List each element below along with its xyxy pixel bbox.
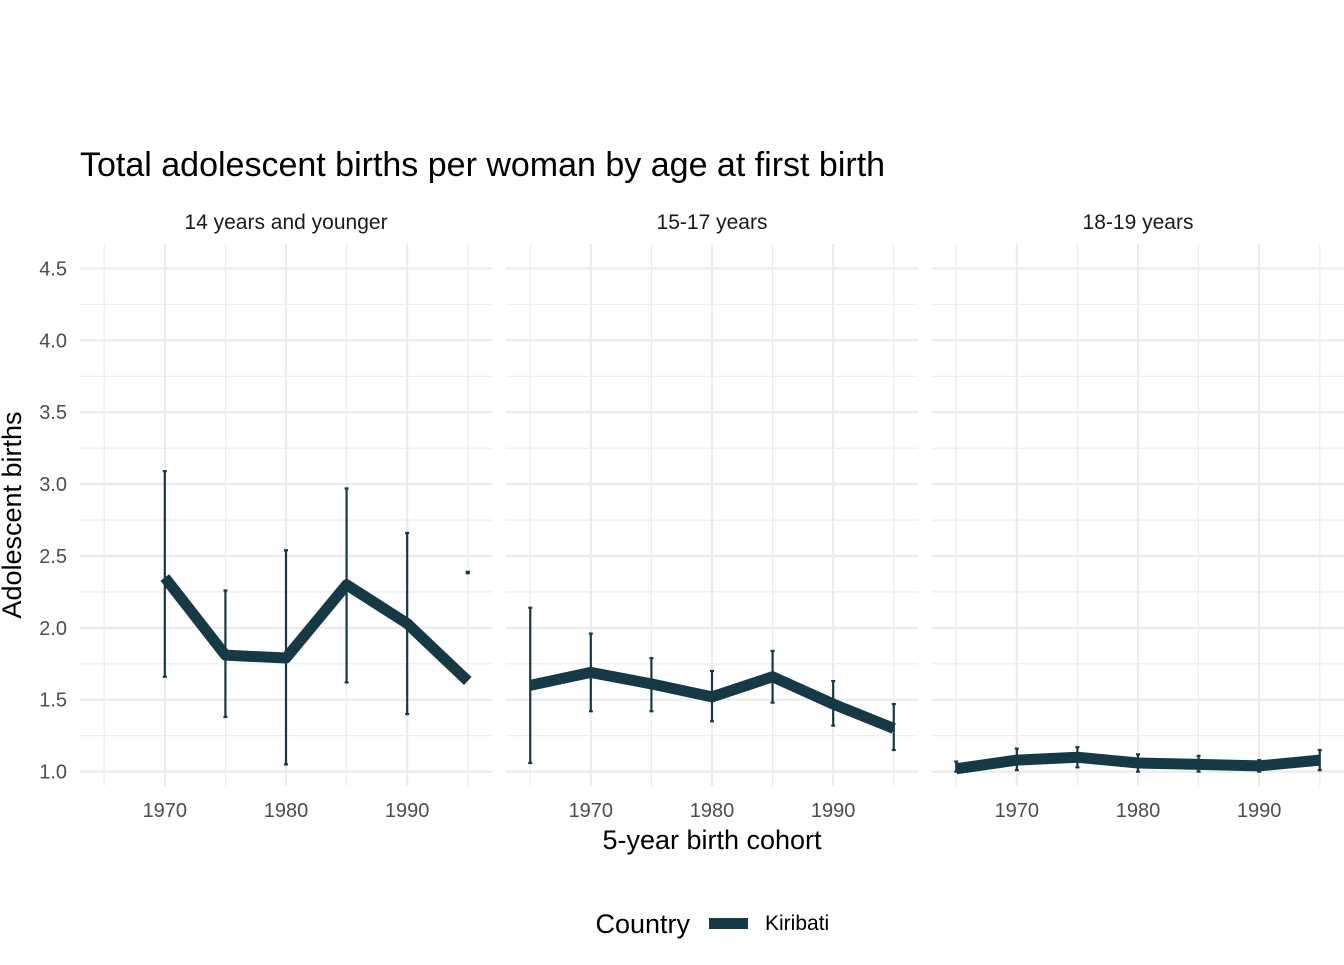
x-tick-label: 1990 — [1237, 800, 1282, 822]
panel-3: 18-19 years 1970 1980 1990 — [932, 211, 1344, 822]
x-tick-label: 1980 — [264, 800, 309, 822]
x-axis-title: 5-year birth cohort — [602, 825, 822, 855]
panels: 14 years and younger 1970 1980 1990 1.0 1.5 2.… — [39, 211, 1344, 822]
x-tick-label: 1990 — [385, 800, 430, 822]
legend: Country Kiribati — [595, 909, 829, 939]
y-tick-label: 4.0 — [39, 330, 67, 352]
x-tick-label: 1980 — [1116, 800, 1161, 822]
y-tick-label: 3.5 — [39, 402, 67, 424]
x-tick-label: 1970 — [569, 800, 614, 822]
y-tick-label: 4.5 — [39, 258, 67, 280]
series-line-kiribati — [160, 574, 472, 686]
x-tick-label: 1970 — [143, 800, 188, 822]
series-line-kiribati — [955, 751, 1321, 775]
x-tick-label: 1980 — [690, 800, 735, 822]
legend-title: Country — [595, 909, 690, 939]
y-tick-label: 1.5 — [39, 690, 67, 712]
x-tick-label: 1970 — [995, 800, 1040, 822]
series-line-kiribati — [529, 666, 896, 734]
x-tick-label: 1990 — [811, 800, 856, 822]
strip-label: 18-19 years — [1083, 211, 1194, 234]
panel-2: 15-17 years 1970 1980 1990 — [506, 211, 918, 822]
y-tick-label: 2.0 — [39, 618, 67, 640]
y-axis-title: Adolescent births — [0, 411, 27, 618]
legend-label-kiribati: Kiribati — [765, 912, 829, 935]
y-tick-label: 1.0 — [39, 762, 67, 784]
panel-grid — [932, 244, 1344, 786]
panel-1: 14 years and younger 1970 1980 1990 1.0 1.5 2.… — [39, 211, 492, 822]
y-tick-label: 2.5 — [39, 546, 67, 568]
legend-key-kiribati — [709, 918, 748, 929]
strip-label: 15-17 years — [657, 211, 768, 234]
chart-title: Total adolescent births per woman by age… — [80, 146, 885, 184]
y-tick-label: 3.0 — [39, 474, 67, 496]
strip-label: 14 years and younger — [184, 211, 387, 234]
